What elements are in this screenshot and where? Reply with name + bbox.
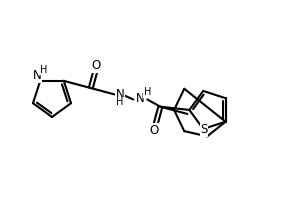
Text: H: H — [144, 87, 151, 97]
Text: H: H — [116, 97, 124, 107]
Text: O: O — [92, 59, 101, 72]
Text: N: N — [33, 69, 42, 82]
Text: N: N — [116, 88, 124, 101]
Text: N: N — [136, 92, 145, 105]
Text: H: H — [40, 65, 47, 75]
Text: S: S — [200, 123, 208, 136]
Text: O: O — [149, 124, 158, 137]
